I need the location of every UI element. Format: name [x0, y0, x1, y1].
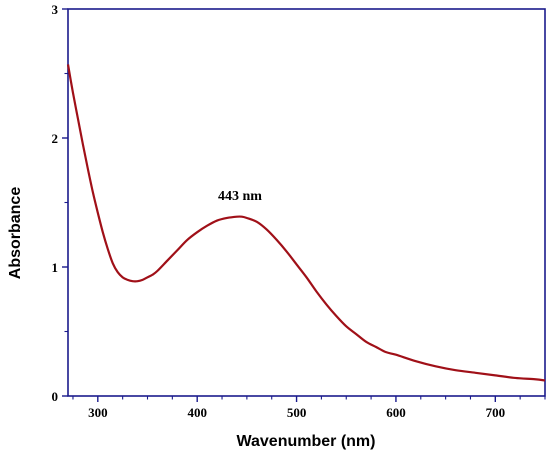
x-tick-label: 400 — [187, 405, 207, 420]
y-tick-label: 0 — [52, 389, 59, 404]
y-tick-label: 1 — [52, 260, 59, 275]
series-layer — [66, 64, 546, 382]
axis-ticks: 300 400 500 600 700 0 1 2 3 — [52, 2, 546, 420]
absorbance-series-line — [66, 64, 546, 382]
y-tick-label: 3 — [52, 2, 59, 17]
x-tick-label: 700 — [486, 405, 506, 420]
x-tick-label: 500 — [287, 405, 307, 420]
x-tick-label: 300 — [88, 405, 108, 420]
x-tick-label: 600 — [386, 405, 406, 420]
y-axis-title: Absorbance — [7, 187, 24, 280]
plot-border — [67, 8, 546, 397]
peak-annotation: 443 nm — [218, 189, 262, 204]
y-tick-label: 2 — [52, 131, 59, 146]
plot-frame — [67, 8, 546, 397]
x-axis-title: Wavenumber (nm) — [237, 433, 376, 450]
